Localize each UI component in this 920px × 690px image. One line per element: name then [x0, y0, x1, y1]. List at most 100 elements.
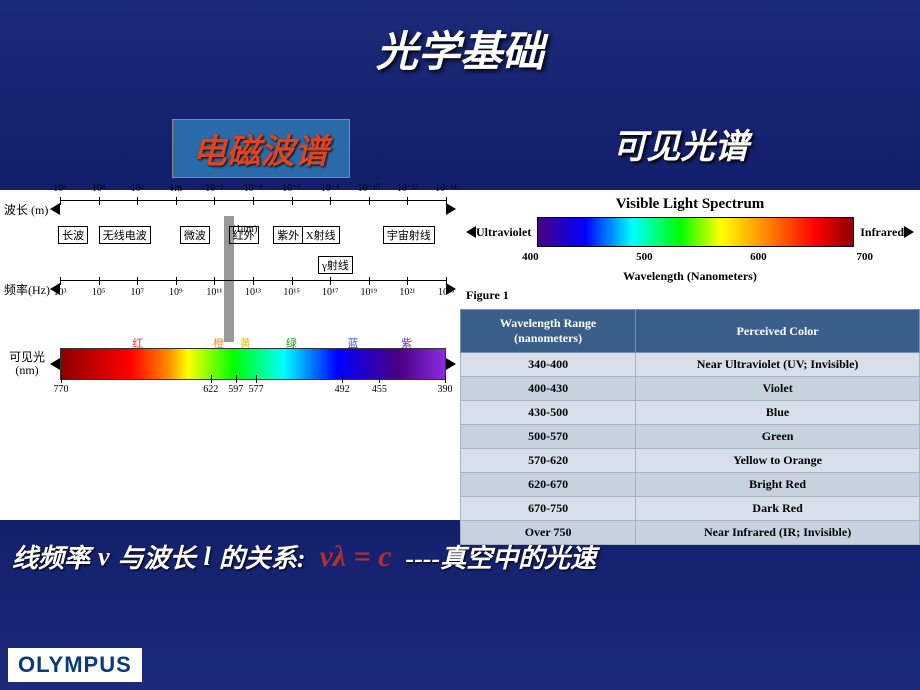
table-cell: 670-750 [461, 497, 636, 521]
table-cell: Green [636, 425, 920, 449]
freq-tick: 10⁷ [130, 287, 144, 298]
table-header-color: Perceived Color [636, 310, 920, 353]
em-bands: 长波无线电波 微波 红外紫外X射线 宇宙射线 [50, 222, 456, 252]
color-name: 红 [132, 335, 143, 351]
table-row: 430-500Blue [461, 401, 920, 425]
page-title: 光学基础 [0, 0, 920, 79]
nm-marker: 577 [249, 384, 264, 395]
visible-light-row: 可见光(nm) 770622597577492455390红橙黄绿蓝紫 [4, 348, 456, 380]
nm-marker: 770 [54, 384, 69, 395]
table-cell: Near Ultraviolet (UV; Invisible) [636, 353, 920, 377]
eq-nu: ν [98, 542, 110, 572]
table-row: 340-400Near Ultraviolet (UV; Invisible) [461, 353, 920, 377]
color-name: 紫 [401, 335, 412, 351]
nm-marker: 597 [228, 384, 243, 395]
freq-tick: 10¹¹ [206, 287, 222, 298]
em-band: 长波 [58, 226, 88, 244]
wl-tick: 10⁻⁶ [282, 183, 301, 194]
table-cell: Blue [636, 401, 920, 425]
visible-light-spectrum-panel: Visible Light Spectrum Ultraviolet Infra… [460, 190, 920, 309]
eq-formula: νλ = c [319, 540, 391, 574]
freq-tick: 10¹⁹ [361, 287, 377, 298]
eq-l: l [204, 542, 211, 572]
color-name: 蓝 [347, 335, 358, 351]
table-cell: 400-430 [461, 377, 636, 401]
subtitle-row: 电磁波谱 可见光谱 [0, 119, 920, 178]
wl-tick: 1m [169, 183, 182, 194]
subtitle-visible-spectrum: 可见光谱 [613, 119, 749, 178]
wl-tick: 10⁻¹² [397, 183, 418, 194]
table-cell: Dark Red [636, 497, 920, 521]
vls-tick: 700 [857, 251, 874, 263]
freq-tick: 10³ [54, 287, 67, 298]
table-body: 340-400Near Ultraviolet (UV; Invisible)4… [461, 353, 920, 545]
table-cell: Near Infrared (IR; Invisible) [636, 521, 920, 545]
visible-label: 可见光(nm) [4, 351, 50, 377]
table-row: 570-620Yellow to Orange [461, 449, 920, 473]
freq-tick: 10¹⁷ [322, 287, 338, 298]
eq-suffix1: 的关系: [219, 538, 306, 575]
em-band: 微波 [180, 226, 210, 244]
olympus-logo: OLYMPUS [8, 648, 142, 682]
wl-tick: 10⁴ [92, 183, 106, 194]
diagram-row: 波长 (m) 10⁶10⁴10²1m10⁻²10⁻⁴10⁻⁶10⁻⁸10⁻¹⁰1… [0, 190, 920, 520]
table-cell: 620-670 [461, 473, 636, 497]
em-band: γ射线 [318, 256, 353, 274]
table-row: 500-570Green [461, 425, 920, 449]
vls-figure-label: Figure 1 [466, 288, 914, 303]
wl-tick: 10² [131, 183, 144, 194]
nm-marker: 455 [372, 384, 387, 395]
em-band: 无线电波 [99, 226, 151, 244]
wavelength-color-table: Wavelength Range(nanometers) Perceived C… [460, 309, 920, 545]
visible-spectrum-bar: 770622597577492455390红橙黄绿蓝紫 [60, 348, 446, 380]
table-cell: Bright Red [636, 473, 920, 497]
eq-mid: 与波长 [118, 538, 196, 575]
nm-marker: 390 [438, 384, 453, 395]
ir-label: Infrared [860, 225, 904, 240]
table-row: 670-750Dark Red [461, 497, 920, 521]
arrow-left-icon [466, 226, 476, 238]
color-name: 绿 [286, 335, 297, 351]
nm-marker: 622 [203, 384, 218, 395]
uv-label: Ultraviolet [476, 225, 531, 240]
arrow-left-icon [50, 358, 60, 370]
freq-tick: 10¹³ [245, 287, 261, 298]
table-cell: Violet [636, 377, 920, 401]
wl-tick: 10⁻¹⁰ [358, 183, 380, 194]
vls-tick: 600 [750, 251, 767, 263]
wl-tick: 10⁶ [53, 183, 67, 194]
freq-tick: 10²¹ [399, 287, 415, 298]
wl-tick: 10⁻⁴ [244, 183, 263, 194]
color-name: 黄 [240, 335, 251, 351]
vls-gradient-bar [537, 217, 854, 247]
table-cell: 500-570 [461, 425, 636, 449]
freq-tick: 10⁵ [92, 287, 106, 298]
vls-title: Visible Light Spectrum [466, 196, 914, 213]
em-bands-row2: γ射线 [50, 252, 456, 276]
wl-tick: 10⁻² [205, 183, 223, 194]
right-column: Visible Light Spectrum Ultraviolet Infra… [460, 190, 920, 520]
em-band: 红外 [229, 226, 259, 244]
eq-prefix: 线频率 [12, 538, 90, 575]
arrow-right-icon [446, 203, 456, 215]
vls-tick: 500 [636, 251, 653, 263]
em-band: 紫外 [273, 226, 303, 244]
em-band: 宇宙射线 [383, 226, 435, 244]
table-row: 400-430Violet [461, 377, 920, 401]
table-cell: Yellow to Orange [636, 449, 920, 473]
wavelength-scale: 10⁶10⁴10²1m10⁻²10⁻⁴10⁻⁶10⁻⁸10⁻¹⁰10⁻¹²10⁻… [60, 200, 446, 218]
frequency-scale: 10³10⁵10⁷10⁹10¹¹10¹³10¹⁵10¹⁷10¹⁹10²¹10²³ [60, 280, 446, 298]
freq-tick: 10²³ [438, 287, 454, 298]
table-cell: 430-500 [461, 401, 636, 425]
wl-tick: 10⁻¹⁴ [435, 183, 457, 194]
table-row: 620-670Bright Red [461, 473, 920, 497]
table-cell: 340-400 [461, 353, 636, 377]
em-band: X射线 [302, 226, 340, 244]
wavelength-label: 波长 (m) [4, 201, 50, 218]
eq-suffix2: ----真空中的光速 [406, 538, 597, 575]
freq-tick: 10¹⁵ [283, 287, 299, 298]
table-header-range: Wavelength Range(nanometers) [461, 310, 636, 353]
wl-tick: 10⁻⁸ [321, 183, 340, 194]
vls-axis-label: Wavelength (Nanometers) [466, 269, 914, 284]
arrow-right-icon [904, 226, 914, 238]
